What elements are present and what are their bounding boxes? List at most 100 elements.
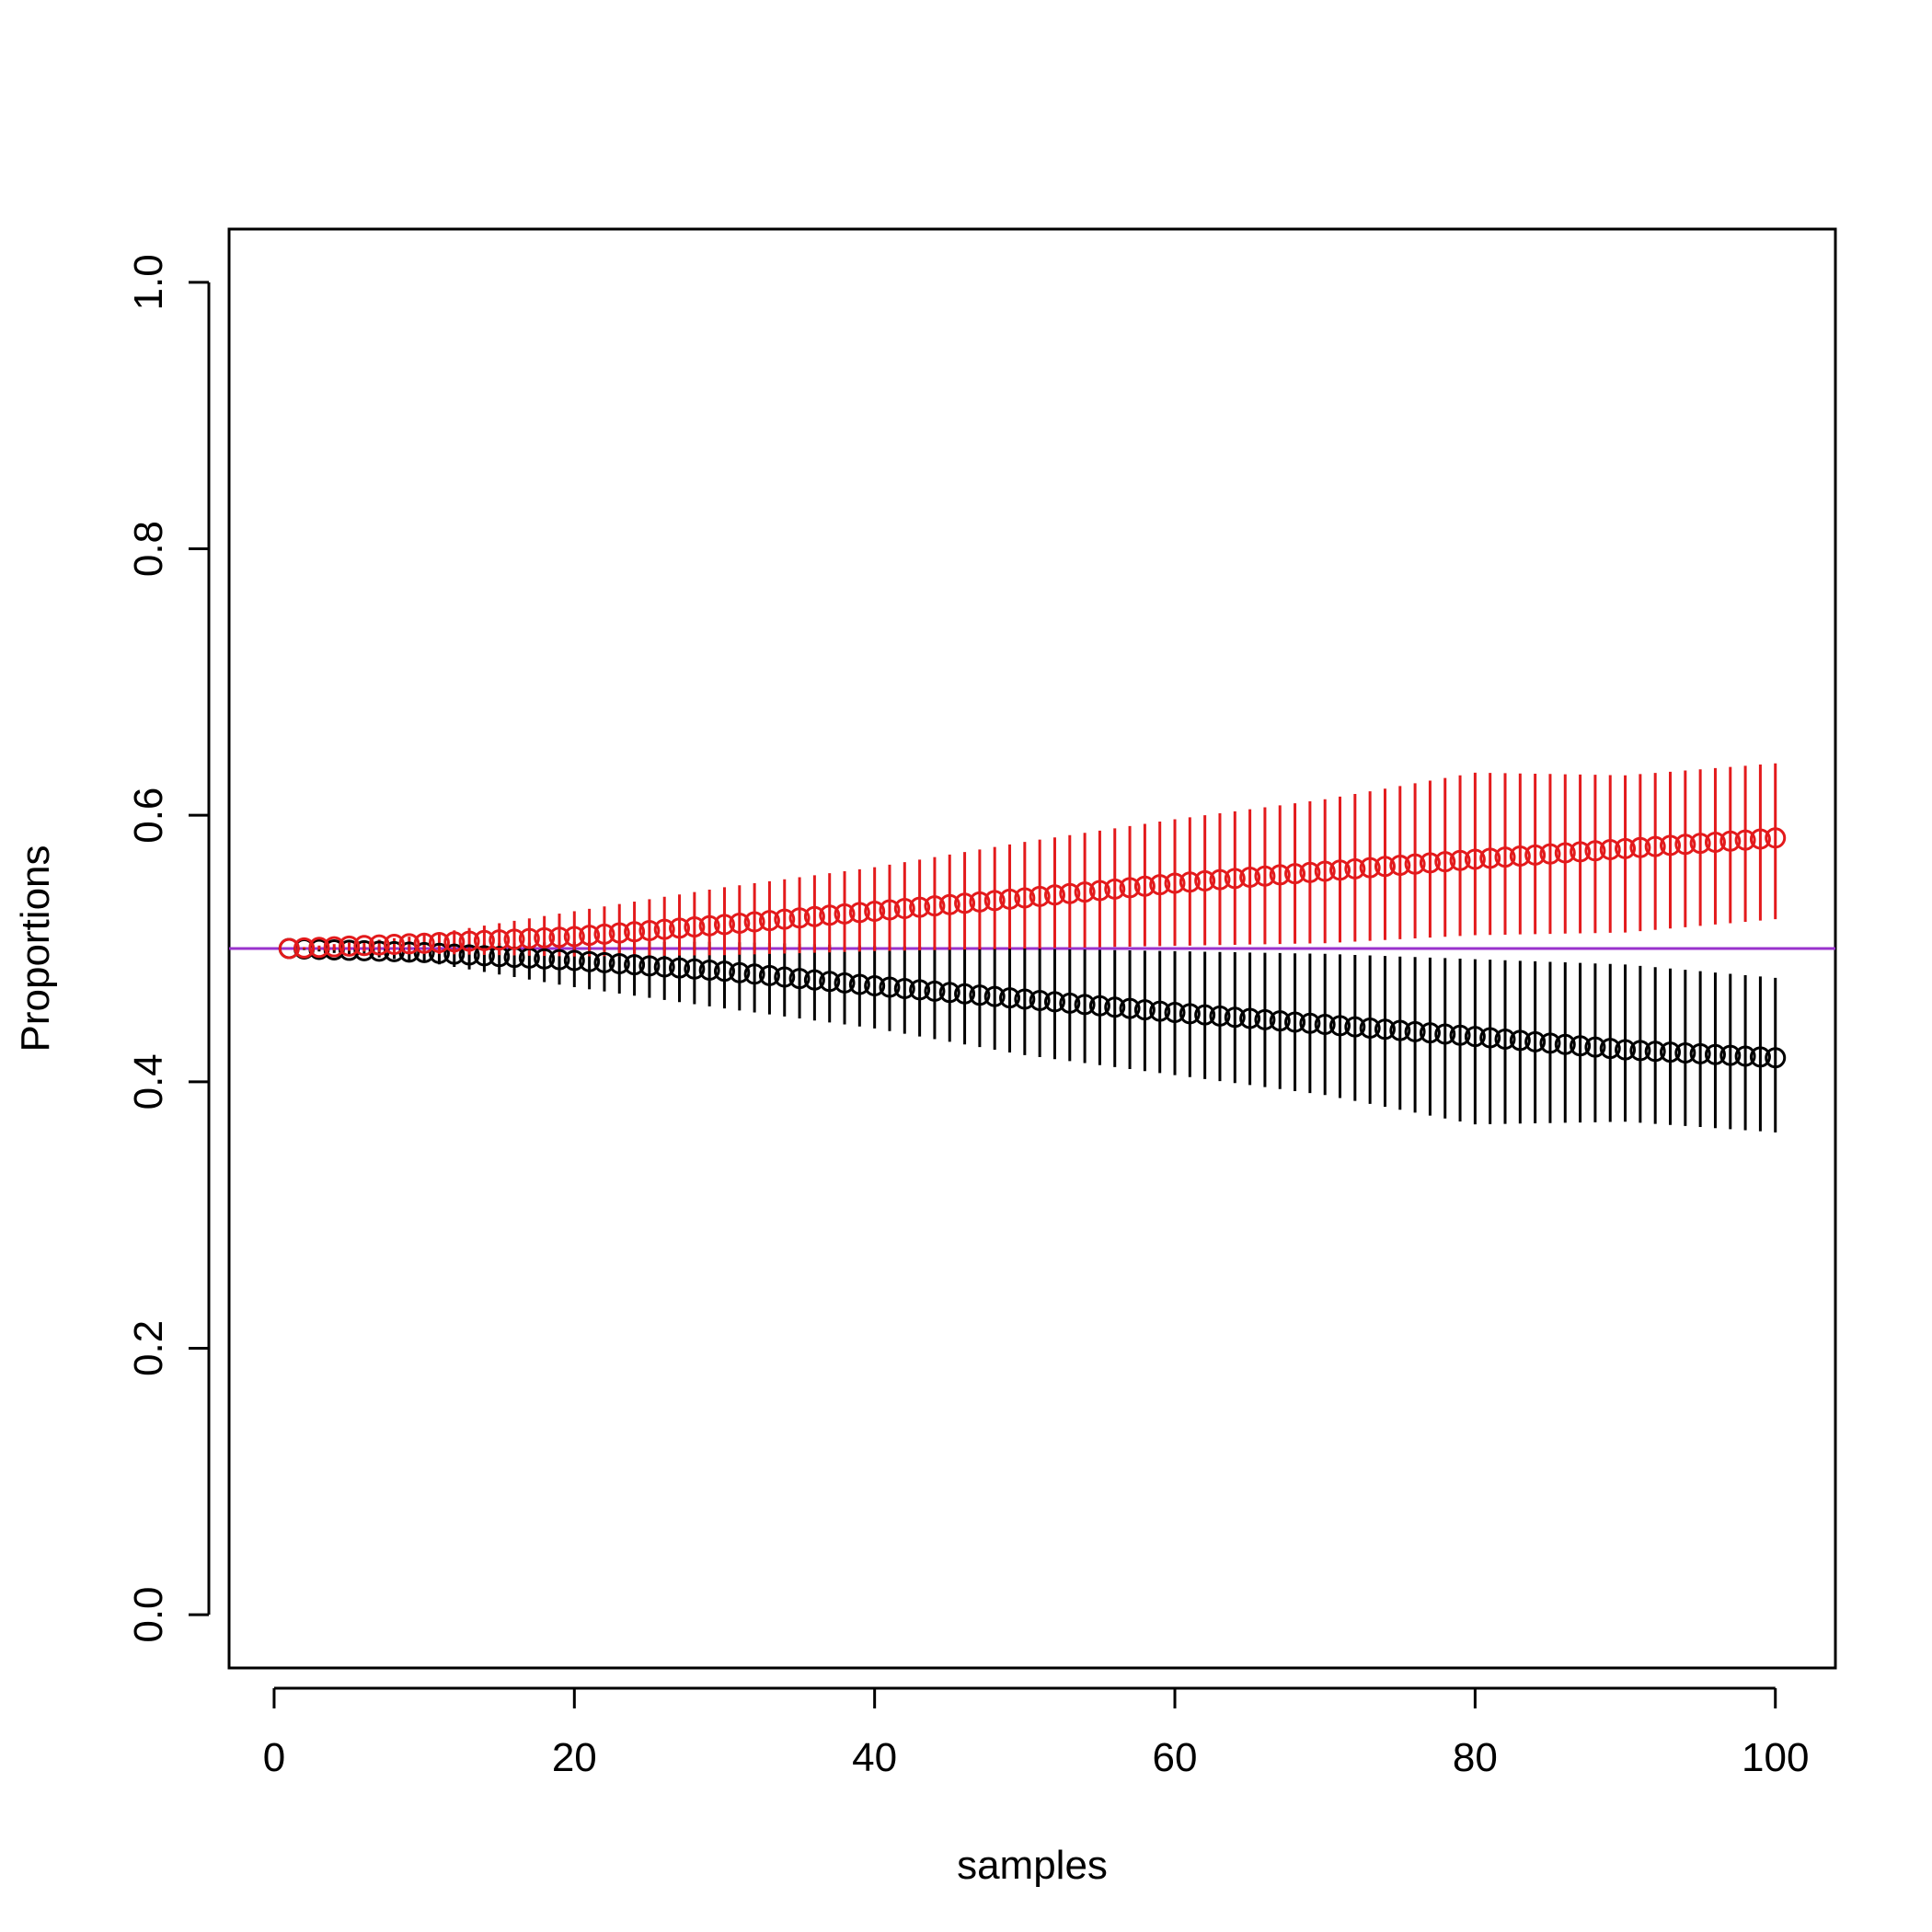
black-series-point [1629, 1040, 1651, 1062]
y-tick-label: 0.4 [126, 1053, 171, 1110]
black-series-point [909, 979, 931, 1001]
red-series-point [1074, 881, 1096, 903]
black-series-point [1269, 1010, 1291, 1032]
x-axis-title: samples [957, 1843, 1108, 1888]
red-series-point [413, 932, 435, 954]
black-series-point [1359, 1017, 1381, 1039]
red-series-point [684, 916, 706, 938]
red-series-point [518, 927, 540, 949]
black-series-point [969, 984, 991, 1006]
red-series-point [548, 926, 570, 949]
red-series-point [593, 923, 615, 945]
red-series-point [864, 900, 886, 922]
black-series-point [893, 977, 915, 999]
black-series-point [669, 957, 691, 979]
y-tick-label: 0.0 [126, 1586, 171, 1642]
axes-layer: 0 20 40 60 80 100 0.0 0.2 0.4 0.6 0.8 1.0 [126, 254, 1809, 1780]
red-series-point [669, 917, 691, 939]
red-series-point [999, 888, 1021, 910]
red-series-error-bars [303, 763, 1777, 957]
red-series-point [428, 931, 450, 953]
red-series-point [458, 930, 480, 952]
black-series-point [834, 972, 856, 994]
red-series-point [1704, 831, 1726, 853]
red-series-point [1254, 865, 1276, 887]
red-series-point [803, 905, 825, 927]
red-series-point [1765, 827, 1787, 849]
black-series-point [624, 954, 646, 976]
red-series-point [563, 926, 585, 948]
black-series-point [548, 949, 570, 971]
red-series-point [848, 902, 870, 924]
red-series-point [1615, 837, 1637, 859]
red-series-point [1570, 841, 1592, 863]
black-series-point [1464, 1026, 1486, 1048]
red-series-point [893, 898, 915, 920]
black-series-point [1284, 1011, 1306, 1033]
red-series-point [503, 928, 525, 950]
red-series-point [819, 904, 841, 926]
red-series-point [624, 921, 646, 943]
black-series-point [489, 946, 511, 968]
red-series-point [1059, 882, 1081, 904]
red-series-point [1749, 828, 1771, 850]
red-series-point [1133, 875, 1156, 897]
red-series-point [1660, 834, 1682, 857]
black-series-points [278, 937, 1787, 1069]
black-series-point [638, 955, 661, 977]
black-series-point [1299, 1012, 1321, 1034]
red-series-point [1434, 851, 1456, 873]
red-series-point [1374, 856, 1396, 878]
black-series-point [1344, 1016, 1366, 1038]
black-series-point [1644, 1041, 1666, 1063]
red-series-point [1194, 869, 1216, 891]
red-series-point [758, 910, 780, 932]
red-series-point [954, 892, 976, 914]
black-series-point [1734, 1045, 1756, 1067]
black-series-point [848, 973, 870, 995]
black-series-point [593, 951, 615, 973]
red-series-point [1329, 859, 1351, 881]
black-series-point [1449, 1024, 1471, 1046]
x-tick-label: 100 [1742, 1735, 1809, 1780]
red-series-point [1179, 871, 1201, 893]
error-bars-layer [303, 763, 1777, 1133]
black-series-point [1509, 1029, 1531, 1052]
red-series-point [1539, 843, 1561, 865]
black-series-point [1524, 1030, 1547, 1052]
red-series-point [443, 931, 466, 953]
red-series-point [1689, 833, 1711, 855]
red-series-point [368, 934, 390, 956]
x-tick-label: 20 [552, 1735, 597, 1780]
black-series-point [1434, 1023, 1456, 1045]
black-series-point [1254, 1008, 1276, 1030]
red-series-point [1644, 835, 1666, 857]
red-series-point [924, 895, 946, 917]
red-series-point [293, 937, 316, 959]
x-tick-label: 0 [263, 1735, 285, 1780]
red-series-point [1674, 834, 1696, 856]
black-series-point [999, 987, 1021, 1009]
red-series-point [308, 937, 330, 959]
black-series-point [1014, 988, 1036, 1010]
black-series-point [1104, 996, 1126, 1018]
black-series-point [954, 983, 976, 1005]
red-series-point [1554, 842, 1576, 864]
y-tick-label: 0.6 [126, 788, 171, 844]
black-series-point [864, 975, 886, 997]
black-series-point [1224, 1006, 1246, 1029]
black-series-point [729, 961, 751, 983]
red-series-point [774, 908, 796, 930]
black-series-point [1088, 995, 1110, 1017]
red-series-point [473, 929, 495, 951]
red-series-point [638, 919, 661, 941]
red-series-point [353, 935, 375, 957]
red-series-point [1509, 845, 1531, 867]
red-series-point [1043, 884, 1065, 906]
red-series-point [1719, 830, 1742, 852]
points-layer [278, 827, 1787, 1069]
red-series-point [1088, 880, 1110, 902]
black-series-point [1209, 1005, 1231, 1027]
black-series-point [1043, 991, 1065, 1013]
